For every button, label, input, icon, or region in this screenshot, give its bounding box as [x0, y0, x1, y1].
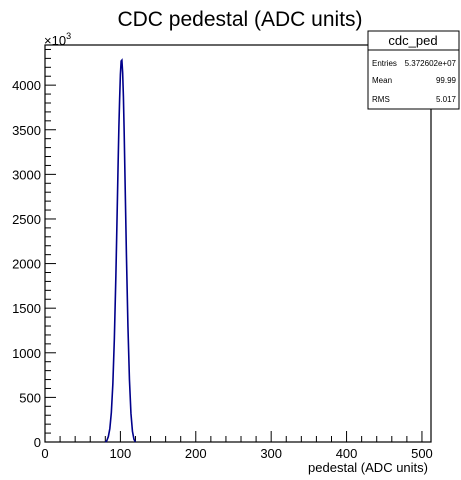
- stats-entries-value: 5.372602e+07: [405, 59, 457, 68]
- stats-rms-value: 5.017: [436, 95, 457, 104]
- stats-entries-label: Entries: [372, 59, 397, 68]
- y-tick-label: 4000: [12, 78, 41, 93]
- x-tick-label: 100: [110, 446, 132, 461]
- y-multiplier-label: ×103: [44, 31, 71, 48]
- stats-mean-value: 99.99: [436, 76, 457, 85]
- y-tick-label: 1500: [12, 301, 41, 316]
- y-tick-label: 3000: [12, 167, 41, 182]
- x-tick-label: 400: [336, 446, 358, 461]
- y-tick-label: 3500: [12, 123, 41, 138]
- plot-frame: [44, 44, 432, 443]
- y-tick-label: 500: [19, 390, 41, 405]
- y-multiplier-base: ×10: [44, 33, 66, 48]
- stats-box: cdc_ped Entries 5.372602e+07 Mean 99.99 …: [367, 30, 460, 110]
- chart-title: CDC pedestal (ADC units): [117, 8, 362, 31]
- x-tick-label: 200: [185, 446, 207, 461]
- x-axis-title: pedestal (ADC units): [308, 460, 428, 475]
- y-tick-label: 0: [34, 435, 41, 450]
- axis-ticks: [44, 48, 423, 443]
- axis-tick-labels: 0 100 200 300 400 500 0 500 1000 1500 2000 2500 3000…: [12, 78, 433, 461]
- x-tick-label: 500: [411, 446, 433, 461]
- x-tick-label: 300: [260, 446, 282, 461]
- x-tick-label: 0: [41, 446, 48, 461]
- stats-mean-label: Mean: [372, 76, 392, 85]
- y-multiplier-exponent: 3: [66, 31, 71, 41]
- stats-name: cdc_ped: [388, 33, 437, 48]
- stats-rms-label: RMS: [372, 95, 390, 104]
- series-line: [104, 58, 137, 443]
- y-tick-label: 2000: [12, 257, 41, 272]
- y-tick-label: 2500: [12, 212, 41, 227]
- stats-box-frame: [367, 30, 460, 110]
- y-tick-label: 1000: [12, 346, 41, 361]
